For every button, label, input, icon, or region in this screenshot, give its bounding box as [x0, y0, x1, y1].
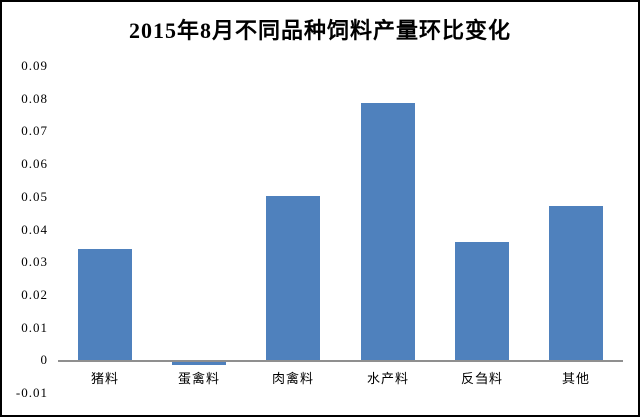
x-axis-line	[58, 360, 623, 362]
y-axis-tick-label: 0.03	[21, 254, 48, 269]
chart-bar	[361, 103, 415, 360]
chart-bar	[549, 206, 603, 360]
y-axis-tick-label: 0.01	[21, 320, 48, 335]
y-axis: 0.09 0.08 0.07 0.06 0.05 0.04 0.03 0.02 0.01 0 -0.…	[2, 2, 48, 415]
plot-area	[58, 66, 623, 393]
y-axis-tick-label: 0	[40, 352, 48, 367]
y-axis-tick-label: 0.02	[21, 287, 48, 302]
chart-bar	[455, 242, 509, 360]
chart-title: 2015年8月不同品种饲料产量环比变化	[128, 18, 511, 43]
y-axis-tick-label: -0.01	[15, 385, 48, 400]
chart-bar	[78, 249, 132, 360]
y-axis-tick-label: 0.05	[21, 189, 48, 204]
chart-bar	[266, 196, 320, 360]
y-axis-tick-label: 0.07	[21, 123, 48, 138]
chart-bar	[172, 362, 226, 365]
y-axis-tick-label: 0.08	[21, 91, 48, 106]
y-axis-tick-label: 0.04	[21, 222, 48, 237]
y-axis-tick-label: 0.06	[21, 156, 48, 171]
y-axis-tick-label: 0.09	[21, 58, 48, 73]
